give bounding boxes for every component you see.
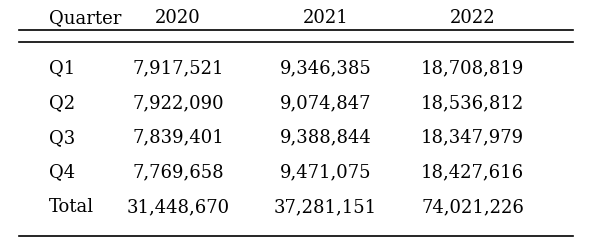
Text: Total: Total (49, 198, 94, 216)
Text: 9,471,075: 9,471,075 (279, 163, 371, 182)
Text: 9,346,385: 9,346,385 (279, 59, 371, 77)
Text: 74,021,226: 74,021,226 (422, 198, 524, 216)
Text: Q3: Q3 (49, 129, 75, 147)
Text: 18,708,819: 18,708,819 (421, 59, 525, 77)
Text: 2021: 2021 (303, 9, 348, 27)
Text: Quarter: Quarter (49, 9, 121, 27)
Text: Q2: Q2 (49, 94, 75, 112)
Text: 18,347,979: 18,347,979 (421, 129, 525, 147)
Text: 9,388,844: 9,388,844 (279, 129, 371, 147)
Text: Q1: Q1 (49, 59, 75, 77)
Text: 7,917,521: 7,917,521 (133, 59, 224, 77)
Text: 2022: 2022 (450, 9, 496, 27)
Text: 31,448,670: 31,448,670 (127, 198, 230, 216)
Text: 18,427,616: 18,427,616 (421, 163, 525, 182)
Text: Q4: Q4 (49, 163, 75, 182)
Text: 18,536,812: 18,536,812 (421, 94, 525, 112)
Text: 7,769,658: 7,769,658 (133, 163, 224, 182)
Text: 2020: 2020 (155, 9, 201, 27)
Text: 37,281,151: 37,281,151 (274, 198, 377, 216)
Text: 7,922,090: 7,922,090 (133, 94, 224, 112)
Text: 9,074,847: 9,074,847 (279, 94, 371, 112)
Text: 7,839,401: 7,839,401 (132, 129, 224, 147)
